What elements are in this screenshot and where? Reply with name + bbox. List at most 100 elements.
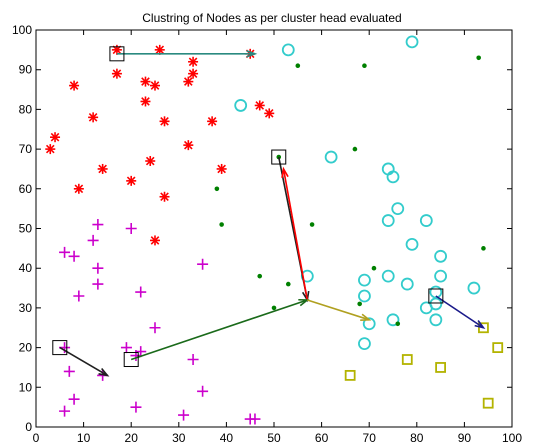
x-tick-label: 10 (77, 431, 91, 445)
square-point (492, 342, 504, 354)
dot-point (481, 246, 486, 251)
arrow (435, 295, 486, 330)
plus-point (92, 278, 104, 290)
y-tick-label: 60 (19, 182, 33, 196)
plus-point (178, 409, 190, 421)
plus-point (125, 223, 137, 234)
asterisk-point (88, 112, 99, 123)
cluster-head-box (52, 340, 68, 356)
asterisk-point (69, 80, 80, 91)
circle-point (234, 99, 248, 112)
x-tick-label: 20 (125, 431, 139, 445)
circle-point (381, 269, 395, 283)
circle-point (429, 285, 443, 299)
x-tick-label: 30 (172, 431, 186, 445)
circle-point (467, 281, 481, 295)
asterisk-point (183, 76, 194, 87)
dot-point (371, 265, 377, 271)
y-tick-label: 20 (19, 341, 33, 355)
asterisk-point (188, 68, 199, 79)
asterisk-point (159, 116, 170, 127)
y-tick-label: 10 (19, 380, 33, 394)
cluster-head-box (123, 352, 139, 368)
circle-point (358, 273, 371, 287)
plus-point (92, 262, 104, 274)
circle-point (405, 237, 419, 251)
circle-point (358, 289, 371, 303)
dot-point (271, 305, 277, 311)
circle-point (400, 277, 414, 291)
arrow (307, 299, 372, 321)
cluster-head-box (271, 149, 287, 165)
y-tick-label: 50 (19, 222, 33, 236)
plot-area (36, 30, 512, 427)
y-tick-label: 70 (19, 142, 33, 156)
circle-point (386, 170, 400, 184)
dot-point (295, 63, 301, 69)
asterisk-point (159, 191, 170, 202)
y-tick-label: 30 (19, 301, 33, 315)
circle-point (386, 313, 400, 327)
plus-point (135, 346, 147, 358)
asterisk-point (264, 108, 275, 119)
dot-point (357, 301, 362, 307)
plus-point (68, 393, 80, 405)
asterisk-point (111, 68, 122, 79)
x-tick-label: 70 (363, 431, 377, 445)
circle-point (281, 43, 295, 57)
circle-point (391, 202, 405, 216)
plus-point (68, 250, 80, 262)
plus-point (92, 219, 104, 231)
dot-point (352, 146, 358, 152)
y-tick-label: 80 (19, 102, 33, 116)
plus-point (197, 258, 209, 270)
dot-point (257, 273, 263, 279)
arrow (281, 166, 309, 301)
square-point (401, 354, 413, 365)
circle-point (434, 269, 448, 283)
x-tick-label: 0 (33, 431, 40, 445)
chart-title: Clustring of Nodes as per cluster head e… (142, 11, 402, 25)
dot-point (476, 55, 481, 61)
circle-point (429, 313, 443, 327)
square-point (478, 322, 489, 334)
dot-point (285, 281, 291, 287)
dot-point (219, 222, 224, 227)
x-tick-label: 50 (267, 431, 281, 445)
plus-point (249, 413, 261, 425)
arrow (59, 346, 110, 377)
cluster-head-box (428, 288, 444, 304)
square-point (482, 397, 494, 409)
dot-point (309, 222, 315, 227)
asterisk-point (45, 144, 56, 155)
asterisk-point (145, 156, 156, 167)
circle-point (381, 214, 395, 227)
asterisk-point (97, 163, 108, 174)
circle-point (362, 317, 376, 331)
plus-point (87, 234, 99, 246)
asterisk-point (50, 132, 61, 143)
plus-point (59, 405, 71, 417)
plus-point (73, 290, 85, 302)
asterisk-point (150, 80, 160, 91)
dot-point (214, 186, 220, 192)
plus-point (59, 246, 71, 258)
y-tick-label: 100 (12, 23, 32, 37)
asterisk-point (188, 56, 199, 67)
plus-point (197, 385, 209, 397)
asterisk-point (73, 183, 84, 194)
plus-point (149, 322, 161, 334)
cluster-head-box (109, 46, 125, 62)
arrow (116, 49, 258, 58)
circle-point (358, 337, 371, 351)
x-tick-label: 40 (220, 431, 234, 445)
circle-point (419, 214, 433, 227)
x-tick-label: 80 (410, 431, 424, 445)
asterisk-point (207, 116, 218, 127)
y-tick-label: 90 (19, 63, 33, 77)
circle-point (434, 249, 448, 263)
y-tick-label: 0 (25, 420, 32, 434)
asterisk-point (216, 163, 227, 174)
